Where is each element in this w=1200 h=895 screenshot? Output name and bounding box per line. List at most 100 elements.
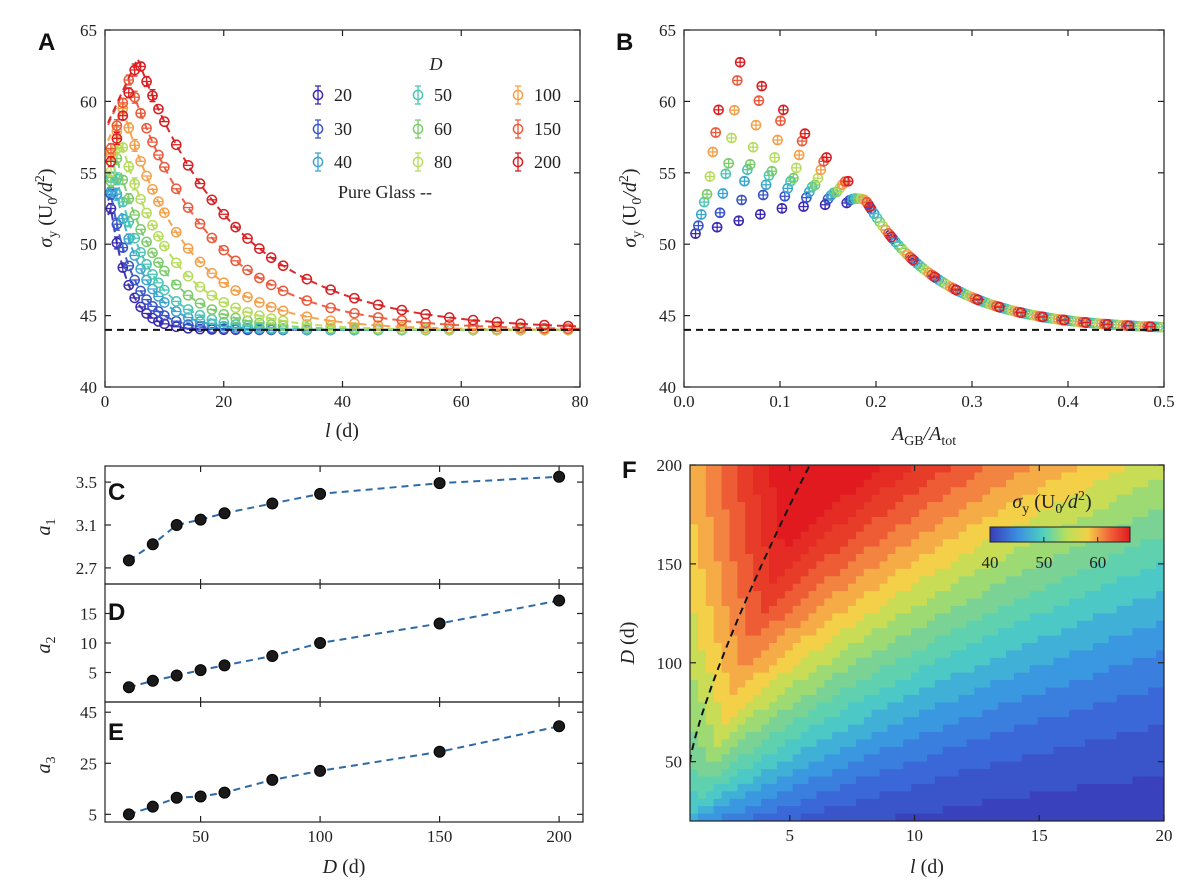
data-point-D <box>433 617 446 630</box>
heatmap-cell <box>1132 613 1141 622</box>
heatmap-cell <box>753 591 762 600</box>
heatmap-cell <box>903 591 912 600</box>
heatmap-cell <box>1085 554 1094 563</box>
heatmap-cell <box>729 524 738 533</box>
heatmap-cell <box>1085 746 1094 755</box>
heatmap-cell <box>871 724 881 733</box>
heatmap-cell <box>1092 546 1102 555</box>
heatmap-cell <box>934 605 944 614</box>
heatmap-cell <box>824 791 833 800</box>
heatmap-cell <box>1108 791 1118 800</box>
heatmap-cell <box>1116 717 1126 726</box>
heatmap-cell <box>990 487 999 496</box>
heatmap-cell <box>824 591 833 600</box>
heatmap-cell <box>1156 568 1164 577</box>
heatmap-cell <box>982 620 991 629</box>
heatmap-cell <box>848 628 857 637</box>
heatmap-cell <box>729 598 738 607</box>
heatmap-cell <box>800 746 810 755</box>
heatmap-cell <box>871 509 881 518</box>
heatmap-cell <box>958 717 968 726</box>
y-axis-label-f: D (d) <box>617 622 639 666</box>
heatmap-cell <box>1021 754 1031 763</box>
heatmap-cell <box>966 739 975 748</box>
heatmap-cell <box>974 620 983 629</box>
heatmap-cell <box>934 643 944 652</box>
heatmap-cell <box>1013 717 1023 726</box>
heatmap-cell <box>982 576 991 585</box>
heatmap-cell <box>721 620 731 629</box>
heatmap-cell <box>690 687 699 696</box>
heatmap-cell <box>1148 724 1157 733</box>
heatmap-cell <box>966 754 975 763</box>
heatmap-cell <box>1069 687 1078 696</box>
y-tick-label: 200 <box>657 456 683 475</box>
heatmap-cell <box>761 687 770 696</box>
heatmap-cell <box>1037 769 1047 778</box>
heatmap-cell <box>1069 783 1078 792</box>
heatmap-cell <box>729 739 738 748</box>
data-point-C <box>170 519 183 531</box>
heatmap-cell <box>816 769 825 778</box>
heatmap-cell <box>808 487 817 496</box>
heatmap-cell <box>958 665 968 674</box>
heatmap-cell <box>713 628 723 637</box>
heatmap-cell <box>729 576 738 585</box>
heatmap-cell <box>927 605 936 614</box>
heatmap-cell <box>824 680 833 689</box>
heatmap-cell <box>1124 687 1133 696</box>
heatmap-cell <box>1077 620 1086 629</box>
y-axis-label-a: σy (U0/d2) <box>33 168 61 247</box>
heatmap-cell <box>1061 754 1070 763</box>
heatmap-cell <box>974 643 983 652</box>
heatmap-cell <box>1108 798 1118 807</box>
heatmap-cell <box>729 665 738 674</box>
heatmap-cell <box>942 494 952 503</box>
x-tick-label: 5 <box>786 826 795 845</box>
heatmap-cell <box>690 472 699 481</box>
heatmap-cell <box>1100 724 1110 733</box>
heatmap-cell <box>705 709 715 718</box>
heatmap-cell <box>690 494 699 503</box>
heatmap-cell <box>1021 620 1031 629</box>
heatmap-cell <box>998 806 1007 815</box>
heatmap-cell <box>990 494 999 503</box>
heatmap-cell <box>934 494 944 503</box>
heatmap-cell <box>721 465 731 474</box>
heatmap-cell <box>966 672 975 681</box>
heatmap-cell <box>911 598 920 607</box>
heatmap-cell <box>1116 620 1126 629</box>
heatmap-cell <box>848 509 857 518</box>
heatmap-cell <box>1156 776 1164 785</box>
heatmap-cell <box>942 732 952 741</box>
heatmap-cell <box>753 546 762 555</box>
heatmap-cell <box>816 791 825 800</box>
heatmap-cell <box>808 628 817 637</box>
heatmap-cell <box>848 605 857 614</box>
heatmap-cell <box>1029 680 1039 689</box>
heatmap-cell <box>1021 546 1031 555</box>
heatmap-cell <box>974 657 983 666</box>
heatmap-cell <box>745 739 754 748</box>
heatmap-cell <box>1037 798 1047 807</box>
heatmap-cell <box>737 598 746 607</box>
heatmap-cell <box>808 687 817 696</box>
heatmap-cell <box>1156 531 1164 540</box>
heatmap-cell <box>1156 657 1164 666</box>
heatmap-cell <box>832 605 841 614</box>
heatmap-cell <box>848 465 857 474</box>
heatmap-cell <box>1037 746 1047 755</box>
heatmap-cell <box>753 494 762 503</box>
heatmap-cell <box>800 665 810 674</box>
heatmap-cell <box>800 657 810 666</box>
heatmap-cell <box>1077 628 1086 637</box>
heatmap-cell <box>1140 479 1149 488</box>
heatmap-cell <box>784 472 794 481</box>
heatmap-cell <box>1116 746 1126 755</box>
heatmap-cell <box>729 643 738 652</box>
heatmap-cell <box>1069 761 1078 770</box>
heatmap-cell <box>832 561 841 570</box>
heatmap-cell <box>911 724 920 733</box>
heatmap-cell <box>800 479 810 488</box>
heatmap-cell <box>879 591 889 600</box>
